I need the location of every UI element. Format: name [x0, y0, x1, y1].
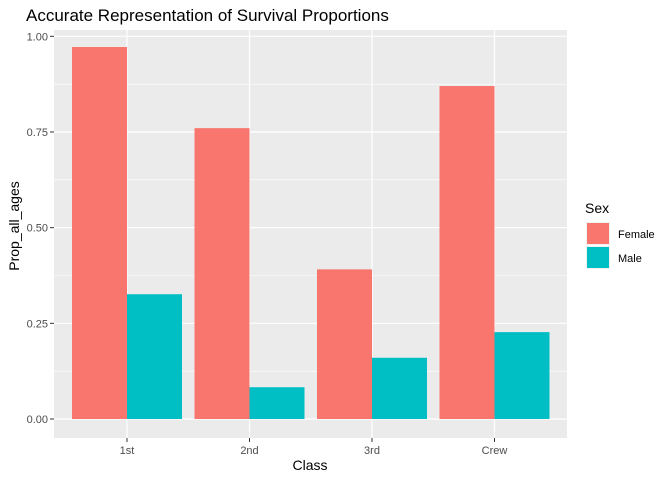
bar-female-2nd: [194, 128, 250, 419]
legend-key-female: [587, 223, 609, 244]
legend-label: Female: [618, 229, 655, 241]
x-tick-label: 1st: [120, 445, 135, 457]
x-tick-label: Crew: [482, 445, 508, 457]
y-axis-title: Prop_all_ages: [6, 181, 22, 271]
legend-title: Sex: [585, 200, 609, 216]
legend-key-male: [587, 247, 609, 268]
bar-female-1st: [72, 47, 127, 420]
y-tick-label: 0.00: [27, 414, 48, 426]
x-tick-label: 2nd: [240, 445, 258, 457]
bar-male-crew: [494, 332, 550, 419]
bar-female-crew: [439, 86, 495, 420]
y-axis-ticks: 0.00 0.25 0.50 0.75 1.00: [27, 31, 54, 426]
bar-male-3rd: [372, 357, 427, 419]
y-tick-label: 0.25: [27, 318, 48, 330]
bars: [72, 47, 550, 420]
x-axis-ticks: 1st 2nd 3rd Crew: [120, 438, 508, 457]
bar-male-2nd: [249, 387, 305, 419]
x-tick-label: 3rd: [364, 445, 380, 457]
legend: Sex Female Male: [585, 200, 655, 269]
y-tick-label: 0.75: [27, 127, 48, 139]
legend-label: Male: [618, 253, 642, 265]
x-axis-title: Class: [292, 457, 327, 473]
y-tick-label: 1.00: [27, 31, 48, 43]
chart-title: Accurate Representation of Survival Prop…: [26, 6, 389, 25]
y-tick-label: 0.50: [27, 223, 48, 235]
bar-female-3rd: [317, 269, 372, 419]
bar-male-1st: [127, 294, 182, 419]
